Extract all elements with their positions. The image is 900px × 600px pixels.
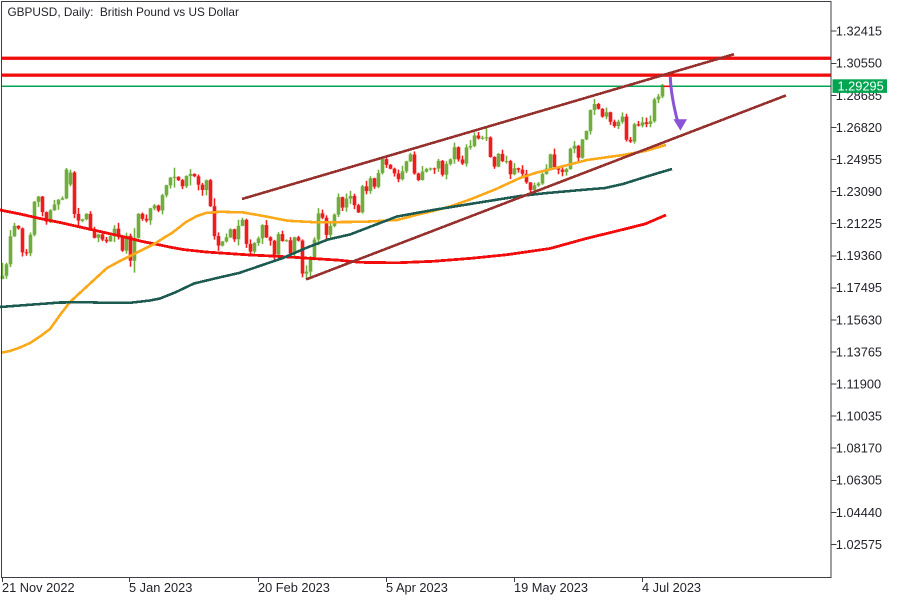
svg-text:1.17495: 1.17495 [836, 280, 882, 295]
svg-text:1.10035: 1.10035 [836, 409, 882, 424]
svg-text:1.30550: 1.30550 [836, 56, 882, 71]
svg-text:1.32415: 1.32415 [836, 24, 882, 39]
svg-text:5 Jan 2023: 5 Jan 2023 [129, 580, 192, 595]
svg-text:5 Apr 2023: 5 Apr 2023 [386, 580, 448, 595]
svg-text:4 Jul 2023: 4 Jul 2023 [642, 580, 701, 595]
svg-text:1.02575: 1.02575 [836, 537, 882, 552]
svg-text:1.24955: 1.24955 [836, 152, 882, 167]
svg-text:1.15630: 1.15630 [836, 312, 882, 327]
svg-text:1.26820: 1.26820 [836, 120, 882, 135]
svg-text:1.23090: 1.23090 [836, 184, 882, 199]
svg-text:19 May 2023: 19 May 2023 [514, 580, 588, 595]
svg-text:1.19360: 1.19360 [836, 248, 882, 263]
svg-text:1.21225: 1.21225 [836, 216, 882, 231]
svg-text:1.06305: 1.06305 [836, 473, 882, 488]
svg-text:20 Feb 2023: 20 Feb 2023 [258, 580, 330, 595]
svg-text:1.08170: 1.08170 [836, 441, 882, 456]
svg-text:1.11900: 1.11900 [836, 377, 881, 392]
svg-text:1.29295: 1.29295 [838, 78, 884, 93]
svg-text:GBPUSD, Daily: British Pound: GBPUSD, Daily: British Pound vs US Dolla… [8, 5, 239, 19]
svg-text:21 Nov 2022: 21 Nov 2022 [2, 580, 75, 595]
svg-text:1.13765: 1.13765 [836, 344, 882, 359]
svg-text:1.04440: 1.04440 [836, 505, 882, 520]
